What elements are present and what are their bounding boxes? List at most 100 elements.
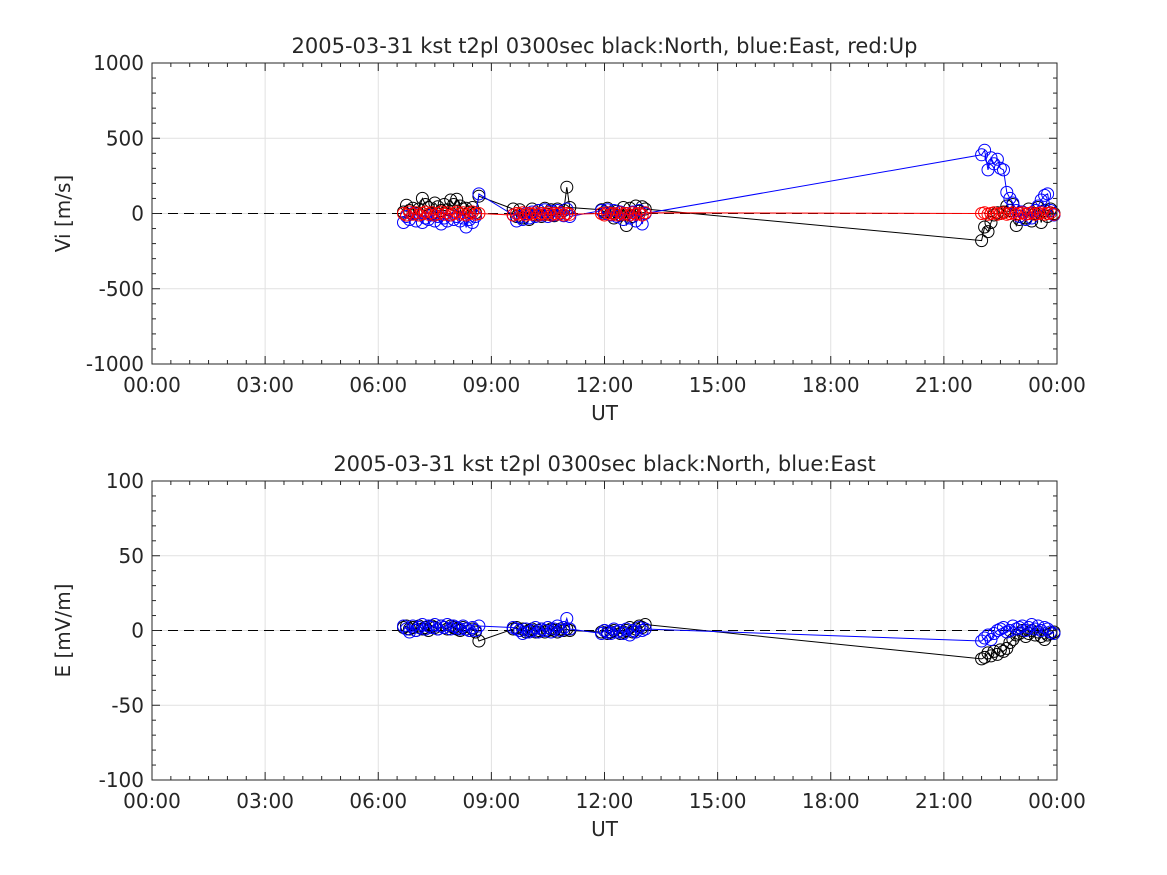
data-point-up: [434, 205, 448, 219]
data-point-east: [409, 214, 423, 228]
data-point-east: [984, 151, 998, 165]
data-point-east: [629, 625, 643, 639]
data-point-east: [453, 622, 467, 636]
data-point-east: [516, 627, 530, 640]
data-point-east: [1003, 624, 1017, 637]
data-point-east: [997, 621, 1010, 634]
x-tick-label: 15:00: [689, 373, 747, 397]
data-point-up: [553, 206, 567, 220]
data-point-north: [978, 650, 992, 664]
x-tick-label: 06:00: [349, 789, 407, 813]
y-tick-label: 0: [131, 202, 144, 226]
data-point-east: [616, 213, 630, 226]
data-point-east: [1003, 191, 1017, 205]
data-point-east: [450, 210, 464, 223]
data-point-north: [978, 220, 992, 234]
data-point-east: [550, 619, 564, 633]
data-point-east: [984, 633, 998, 646]
electric-field-panel: 00:00 03:00 06:00 09:00 12:00 15:00 18:00 21:00…: [51, 452, 1086, 841]
data-point-up: [409, 206, 423, 220]
y-tick-label: -1000: [86, 352, 144, 376]
data-point-east: [397, 216, 410, 229]
data-point-east: [466, 621, 479, 634]
x-tick-label: 00:00: [1028, 789, 1086, 813]
data-point-up: [450, 205, 464, 219]
y-tick-label: 0: [131, 619, 144, 643]
data-point-east: [532, 204, 545, 217]
data-point-up: [635, 208, 649, 222]
data-point-east: [1047, 627, 1061, 640]
x-tick-label: 21:00: [915, 789, 973, 813]
data-point-up: [437, 207, 451, 221]
data-point-east: [997, 163, 1010, 177]
data-point-east: [1041, 622, 1055, 636]
x-tick-label: 12:00: [576, 373, 634, 397]
data-point-north: [428, 621, 442, 634]
data-point-north: [450, 192, 464, 206]
data-point-east: [975, 148, 989, 162]
data-point-east: [626, 624, 640, 637]
data-point-east: [519, 622, 533, 636]
x-tick-label: 00:00: [123, 373, 181, 397]
data-point-east: [1028, 204, 1042, 217]
data-point-east: [635, 624, 649, 637]
data-point-north: [993, 643, 1007, 657]
data-point-up: [403, 205, 416, 219]
data-point-east: [598, 624, 611, 637]
data-point-up: [463, 207, 476, 220]
data-point-north: [997, 644, 1010, 658]
data-point-up: [456, 206, 470, 220]
y-axis-label: Vi [m/s]: [51, 175, 75, 252]
y-tick-label: 1000: [93, 51, 144, 75]
x-axis-label: UT: [591, 401, 619, 425]
data-point-east: [993, 161, 1007, 175]
y-tick-label: -500: [99, 277, 144, 301]
data-point-north: [560, 180, 574, 194]
data-point-east: [400, 622, 413, 636]
data-point-east: [1025, 618, 1039, 631]
data-point-north: [1009, 219, 1023, 232]
data-point-north: [984, 649, 998, 663]
data-point-east: [469, 624, 482, 637]
data-point-east: [472, 619, 486, 633]
data-point-up: [563, 207, 577, 221]
data-point-east: [1006, 619, 1020, 633]
data-point-up: [415, 207, 429, 220]
data-point-east: [456, 619, 470, 633]
data-point-up: [516, 206, 530, 220]
data-point-east: [1012, 210, 1026, 223]
data-point-north: [415, 191, 429, 205]
x-tick-label: 00:00: [123, 789, 181, 813]
data-point-east: [541, 621, 555, 634]
data-point-east: [406, 619, 420, 633]
x-tick-label: 09:00: [463, 373, 521, 397]
data-point-east: [987, 627, 1001, 640]
data-point-east: [522, 625, 536, 639]
data-point-north: [440, 622, 454, 636]
data-point-east: [595, 627, 608, 640]
data-point-north: [987, 644, 1001, 658]
data-point-north: [975, 234, 989, 248]
data-point-east: [1041, 187, 1055, 201]
data-point-east: [1031, 619, 1045, 633]
data-point-east: [619, 622, 633, 636]
data-point-up: [397, 207, 410, 220]
data-point-up: [472, 207, 486, 220]
data-point-east: [632, 621, 646, 634]
data-point-east: [1034, 624, 1048, 637]
data-point-east: [1015, 619, 1029, 633]
data-point-east: [538, 624, 552, 637]
x-tick-label: 18:00: [802, 789, 860, 813]
data-point-east: [623, 628, 637, 642]
chart-title: 2005-03-31 kst t2pl 0300sec black:North,…: [333, 452, 875, 476]
data-point-east: [547, 622, 561, 636]
data-point-up: [557, 208, 571, 222]
data-point-up: [997, 206, 1010, 220]
data-point-east: [993, 622, 1007, 636]
data-point-up: [428, 208, 442, 222]
y-tick-label: 50: [119, 544, 144, 568]
data-point-up: [425, 206, 439, 220]
data-point-up: [1047, 207, 1061, 221]
